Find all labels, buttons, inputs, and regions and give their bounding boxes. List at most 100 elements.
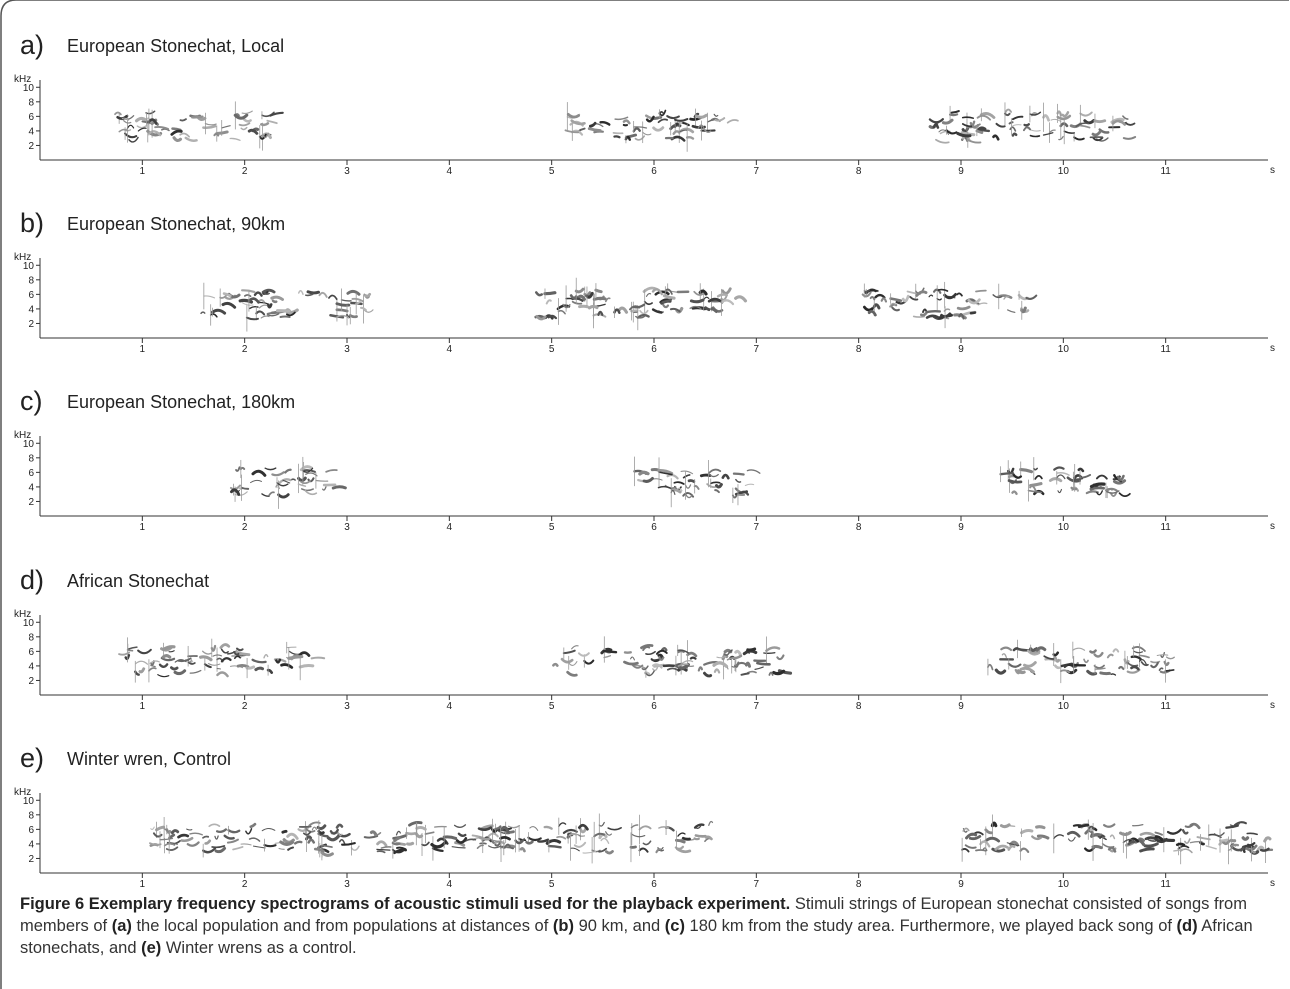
spectrogram-trace <box>979 112 996 119</box>
spectrogram-trace <box>236 664 250 669</box>
spectrogram-trace <box>652 666 659 672</box>
spectrogram-trace <box>720 299 735 306</box>
spectrogram-trace <box>670 135 686 142</box>
spectrogram-trace <box>233 650 240 656</box>
spectrogram-trace <box>976 126 987 132</box>
spectrogram-trace <box>261 288 276 294</box>
spectrogram-trace <box>583 659 595 665</box>
x-tick-label: 10 <box>1058 522 1070 533</box>
spectrogram-trace <box>124 132 138 139</box>
spectrogram-trace <box>889 302 896 308</box>
y-axis-label: kHz <box>14 787 31 798</box>
spectrogram-trace <box>634 135 646 141</box>
spectrogram-trace <box>772 669 786 676</box>
x-tick-label: 8 <box>856 522 862 533</box>
spectrogram-trace <box>672 130 681 135</box>
spectrogram-trace <box>693 112 700 118</box>
spectrogram-trace <box>1042 132 1054 136</box>
spectrogram-trace <box>519 847 526 853</box>
x-tick-label: 7 <box>754 344 760 355</box>
y-tick-label: 2 <box>28 676 34 687</box>
spectrogram-trace <box>776 654 785 661</box>
spectrogram-trace <box>241 110 253 114</box>
spectrogram-trace <box>118 128 129 133</box>
spectrogram-trace <box>662 303 670 309</box>
spectrogram-trace <box>573 841 587 848</box>
spectrogram-trace <box>673 481 685 485</box>
spectrogram-trace <box>1026 649 1041 656</box>
spectrogram-trace <box>599 121 611 126</box>
spectrogram-trace <box>282 479 291 484</box>
spectrogram-trace <box>1077 467 1085 473</box>
spectrogram-trace <box>763 652 776 654</box>
x-tick-label: 2 <box>242 522 248 533</box>
spectrogram-trace <box>221 125 231 129</box>
spectrogram-trace <box>227 829 241 834</box>
x-tick-label: 11 <box>1160 522 1171 533</box>
spectrogram-trace <box>455 837 468 844</box>
spectrogram-trace <box>863 305 874 312</box>
spectrogram-trace <box>713 668 721 674</box>
spectrogram-trace <box>742 649 758 656</box>
spectrogram-trace <box>186 828 193 831</box>
x-tick-label: 10 <box>1058 166 1070 177</box>
x-axis-label: s <box>1270 878 1275 889</box>
x-tick-label: 10 <box>1058 344 1070 355</box>
spectrogram-trace <box>414 832 424 839</box>
x-tick-label: 2 <box>242 166 248 177</box>
spectrogram-trace <box>1077 823 1090 829</box>
spectrogram-trace <box>1059 669 1071 674</box>
spectrogram-trace <box>229 137 241 141</box>
spectrogram-trace <box>1160 651 1165 658</box>
caption-text: (a) <box>111 917 132 935</box>
spectrogram-trace <box>645 670 655 677</box>
spectrogram-trace <box>740 672 750 676</box>
spectrogram-trace <box>337 831 343 836</box>
caption: Figure 6 Exemplary frequency spectrogram… <box>20 893 1282 959</box>
spectrogram-trace <box>281 829 288 834</box>
spectrogram <box>118 636 1175 684</box>
spectrogram-trace <box>746 647 757 652</box>
spectrogram-trace <box>961 123 973 128</box>
spectrogram-trace <box>662 294 676 300</box>
spectrogram-trace <box>1118 492 1131 498</box>
spectrogram-trace <box>734 649 743 657</box>
spectrogram-trace <box>177 657 192 663</box>
x-tick-label: 5 <box>549 166 555 177</box>
spectrogram-trace <box>695 825 702 829</box>
spectrogram-trace <box>173 669 187 676</box>
spectrogram-trace <box>994 844 1009 851</box>
spectrogram-trace <box>364 292 372 298</box>
spectrogram-trace <box>664 288 673 295</box>
spectrogram-trace <box>1079 474 1092 479</box>
spectrogram-trace <box>756 661 771 666</box>
spectrogram-trace <box>685 135 695 140</box>
spectrogram-trace <box>240 843 252 846</box>
spectrogram-trace <box>229 665 244 669</box>
spectrogram-trace <box>299 479 312 484</box>
spectrogram-trace <box>1070 486 1078 491</box>
spectrogram-trace <box>654 290 670 296</box>
y-tick-label: 6 <box>28 290 34 301</box>
spectrogram-trace <box>1029 482 1043 488</box>
spectrogram-trace <box>405 831 417 836</box>
x-tick-label: 3 <box>344 701 350 712</box>
spectrogram-trace <box>880 297 888 303</box>
spectrogram-trace <box>1143 842 1159 848</box>
spectrogram-trace <box>1050 118 1062 122</box>
spectrogram-trace <box>685 493 693 499</box>
spectrogram-trace <box>495 825 502 830</box>
spectrogram-trace <box>300 488 314 492</box>
spectrogram-trace <box>252 845 266 849</box>
x-tick-label: 5 <box>549 701 555 712</box>
spectrogram-trace <box>335 302 351 307</box>
spectrogram-trace <box>598 821 605 827</box>
spectrogram-trace <box>645 293 652 297</box>
spectrogram-trace <box>1130 665 1140 671</box>
spectrogram-trace <box>642 476 654 483</box>
spectrogram-trace <box>235 650 251 657</box>
spectrogram-trace <box>287 654 304 660</box>
spectrogram-trace <box>1066 830 1081 838</box>
panel-label: c) <box>20 386 43 416</box>
spectrogram-trace <box>1011 115 1024 121</box>
